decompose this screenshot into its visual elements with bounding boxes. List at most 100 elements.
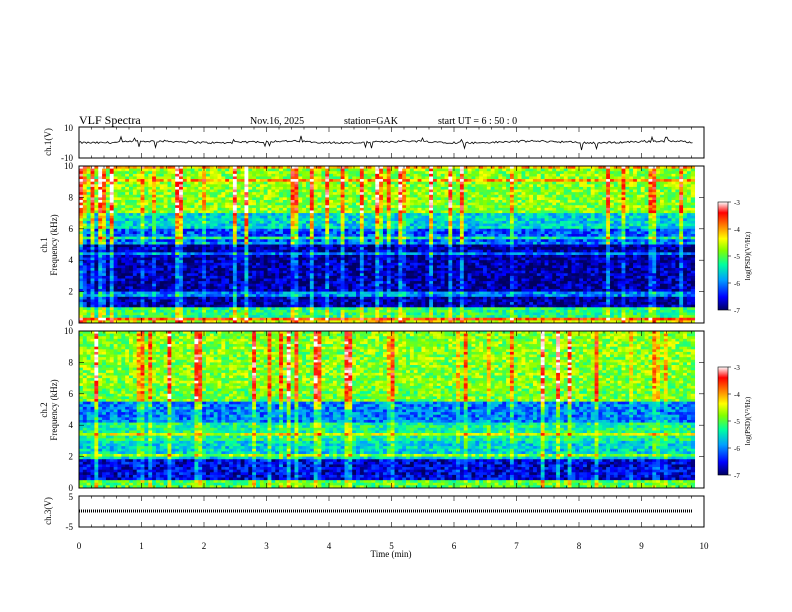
spectrogram-cell — [182, 171, 188, 175]
spectrogram-cell — [221, 173, 226, 177]
spectrogram-cell — [294, 173, 299, 177]
spectrogram-cell — [317, 186, 322, 190]
spectrogram-cell — [98, 244, 103, 248]
spectrogram-cell — [540, 181, 545, 185]
spectrogram-cell — [236, 205, 241, 209]
spectrogram-cell — [129, 194, 134, 198]
spectrogram-cell — [148, 202, 153, 206]
spectrogram-cell — [140, 234, 145, 238]
spectrogram-cell — [232, 173, 238, 177]
spectrogram-cell — [571, 192, 576, 196]
spectrogram-cell — [240, 234, 245, 238]
spectrogram-cell — [329, 228, 334, 232]
spectrogram-cell — [490, 179, 495, 183]
spectrogram-cell — [402, 236, 407, 240]
spectrogram-cell — [129, 179, 134, 183]
spectrogram-cell — [229, 176, 234, 180]
spectrogram-cell — [136, 186, 141, 190]
spectrogram-cell — [633, 218, 638, 222]
spectrogram-cell — [525, 192, 530, 196]
spectrogram-cell — [286, 218, 292, 222]
spectrogram-cell — [548, 231, 553, 235]
spectrogram-cell — [636, 218, 642, 222]
spectrogram-cell — [494, 179, 499, 183]
spectrogram-cell — [121, 220, 126, 224]
spectrogram-cell — [644, 213, 649, 217]
spectrogram-cell — [263, 210, 268, 214]
spectrogram-cell — [571, 179, 576, 183]
spectrogram-cell — [213, 181, 218, 185]
spectrogram-cell — [98, 173, 103, 177]
spectrogram-cell — [148, 220, 153, 224]
spectrogram-cell — [675, 179, 680, 183]
spectrogram-cell — [544, 239, 549, 243]
spectrogram-cell — [398, 244, 403, 248]
spectrogram-cell — [498, 234, 503, 238]
spectrogram-cell — [513, 179, 519, 183]
spectrogram-cell — [421, 181, 426, 185]
spectrogram-cell — [221, 213, 226, 217]
spectrogram-cell — [656, 223, 661, 227]
spectrogram-cell — [679, 202, 684, 206]
spectrogram-cell — [625, 168, 630, 172]
spectrogram-cell — [94, 186, 99, 190]
spectrogram-cell — [509, 226, 515, 230]
spectrogram-cell — [167, 189, 172, 193]
spectrogram-cell — [113, 186, 118, 190]
spectrogram-cell — [313, 244, 318, 248]
spectrogram-cell — [194, 207, 199, 211]
spectrogram-cell — [209, 239, 215, 243]
spectrogram-cell — [675, 234, 680, 238]
spectrogram-cell — [140, 184, 145, 188]
spectrogram-cell — [436, 226, 442, 230]
spectrogram-cell — [148, 186, 153, 190]
spectrogram-cell — [559, 189, 565, 193]
spectrogram-cell — [144, 186, 149, 190]
spectrogram-cell — [152, 186, 157, 190]
spectrogram-cell — [432, 231, 438, 235]
spectrogram-cell — [552, 228, 557, 232]
spectrogram-cell — [159, 202, 165, 206]
spectrogram-cell — [598, 194, 603, 198]
spectrogram-cell — [656, 207, 661, 211]
spectrogram-cell — [267, 168, 272, 172]
spectrogram-cell — [140, 228, 145, 232]
spectrogram-cell — [117, 168, 122, 172]
spectrogram-cell — [167, 179, 172, 183]
spectrogram-cell — [621, 189, 626, 193]
spectrogram-cell — [463, 231, 469, 235]
spectrogram-cell — [436, 220, 442, 224]
spectrogram-cell — [559, 223, 565, 227]
spectrogram-cell — [440, 171, 445, 175]
spectrogram-cell — [613, 234, 619, 238]
spectrogram-cell — [317, 210, 322, 214]
spectrogram-cell — [356, 171, 361, 175]
spectrogram-cell — [636, 228, 642, 232]
spectrogram-cell — [306, 231, 311, 235]
spectrogram-cell — [344, 202, 349, 206]
spectrogram-cell — [483, 186, 488, 190]
spectrogram-cell — [556, 210, 561, 214]
spectrogram-cell — [409, 215, 415, 219]
spectrogram-cell — [490, 200, 495, 204]
spectrogram-cell — [317, 205, 322, 209]
spectrogram-cell — [675, 213, 680, 217]
spectrogram-cell — [506, 197, 511, 201]
spectrogram-cell — [98, 194, 103, 198]
spectrogram-cell — [232, 207, 238, 211]
spectrogram-cell — [225, 194, 230, 198]
spectrogram-cell — [279, 181, 284, 185]
spectrogram-cell — [113, 200, 118, 204]
spectrogram-cell — [275, 207, 280, 211]
spectrogram-cell — [198, 205, 203, 209]
spectrogram-cell — [225, 234, 230, 238]
spectrogram-cell — [648, 231, 653, 235]
spectrogram-cell — [202, 231, 207, 235]
spectrogram-cell — [186, 179, 191, 183]
spectrogram-cell — [259, 194, 265, 198]
spectrogram-cell — [282, 231, 288, 235]
spectrogram-cell — [379, 179, 384, 183]
spectrogram-cell — [398, 184, 403, 188]
spectrogram-cell — [232, 231, 238, 235]
spectrogram-cell — [413, 186, 418, 190]
